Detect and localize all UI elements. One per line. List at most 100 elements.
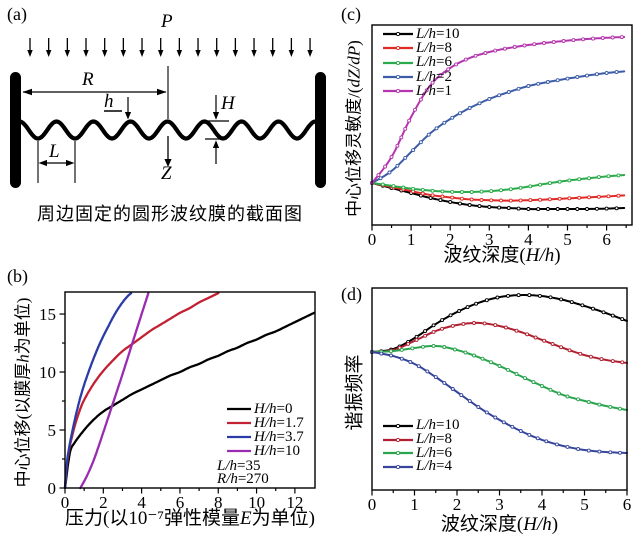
legend-line-sample — [227, 449, 251, 453]
marker-circle — [601, 310, 606, 315]
series-line — [63, 292, 133, 490]
series-L-h-8 — [370, 321, 628, 365]
x-tick-label: 6 — [176, 493, 185, 512]
panel-a-letter: (a) — [7, 4, 27, 24]
marker-circle — [577, 177, 582, 182]
marker-circle — [594, 72, 599, 77]
legend-line-sample — [383, 451, 413, 456]
marker-circle — [440, 194, 445, 199]
legend-entry: L/h=2 — [383, 69, 459, 85]
marker-circle — [431, 343, 436, 348]
marker-circle — [484, 298, 489, 303]
marker-circle — [442, 380, 447, 385]
marker-circle — [518, 185, 523, 190]
panel-d-letter: (d) — [341, 284, 362, 304]
marker-circle — [501, 420, 506, 425]
chart-c: 0 1 2 3 4 5 6 — [368, 24, 633, 249]
legend-label: L/h=8 — [416, 39, 452, 56]
marker-circle — [569, 300, 574, 305]
x-tick-label: 0 — [368, 495, 377, 514]
panel-a-caption: 周边固定的圆形波纹膜的截面图 — [37, 204, 303, 224]
x-tick-label: 12 — [286, 493, 303, 512]
marker-circle — [535, 436, 540, 441]
series-markers — [370, 181, 619, 212]
marker-circle — [376, 173, 381, 178]
marker-circle — [544, 439, 549, 444]
marker-circle — [391, 184, 396, 189]
marker-circle — [580, 303, 585, 308]
marker-circle — [416, 364, 421, 369]
marker-circle — [506, 90, 511, 94]
marker-circle — [518, 198, 523, 203]
marker-circle — [450, 115, 455, 120]
marker-circle — [450, 387, 455, 391]
series-L-h-8 — [370, 181, 626, 203]
marker-circle — [431, 323, 436, 328]
marker-circle — [489, 360, 493, 365]
marker-circle — [508, 187, 513, 192]
series-line — [63, 311, 316, 490]
marker-circle — [499, 188, 503, 193]
marker-circle — [399, 356, 404, 361]
marker-circle — [577, 195, 582, 200]
tick-labels: 0 1 2 3 4 5 6 — [368, 230, 611, 249]
marker-circle — [516, 293, 521, 298]
marker-circle — [482, 321, 487, 326]
chart-d-legend: L/h=10 L/h=8 L/h=6 L/h=4 — [383, 417, 459, 474]
marker-circle — [618, 450, 622, 455]
marker-circle — [401, 185, 406, 190]
x-tick-label: 5 — [563, 230, 572, 249]
marker-circle — [545, 80, 550, 84]
x-tick-label: 1 — [410, 495, 419, 514]
arrowhead-down — [124, 112, 132, 120]
marker-circle — [571, 38, 576, 43]
marker-circle — [458, 201, 462, 206]
x-tick-label: 0 — [368, 230, 377, 249]
x-tick-label: 3 — [485, 230, 494, 249]
legend-label: H/h=10 — [254, 442, 300, 459]
marker-circle — [467, 203, 472, 207]
marker-circle — [446, 67, 451, 72]
marker-circle — [454, 62, 459, 67]
left-clamp-bar — [10, 72, 21, 188]
marker-circle — [425, 369, 430, 374]
marker-circle — [616, 173, 621, 178]
marker-circle — [493, 415, 498, 420]
marker-circle — [606, 174, 611, 179]
marker-circle — [430, 188, 435, 193]
marker-circle — [448, 313, 453, 318]
marker-circle — [542, 338, 547, 343]
arrowhead-right — [157, 88, 167, 96]
arrowhead-down — [164, 159, 172, 167]
marker-circle — [528, 198, 533, 203]
marker-circle — [620, 317, 625, 322]
marker-circle — [420, 191, 425, 196]
marker-circle — [426, 132, 431, 137]
marker-circle — [547, 181, 552, 186]
marker-circle — [616, 193, 621, 198]
marker-circle — [469, 197, 474, 202]
marker-circle — [472, 321, 476, 325]
series-line — [63, 292, 220, 490]
marker-circle — [557, 179, 562, 184]
marker-circle — [596, 194, 601, 199]
marker-circle — [399, 347, 404, 352]
marker-circle — [408, 360, 413, 364]
marker-circle — [467, 399, 472, 404]
chart-d: 0 1 2 3 4 5 6 — [368, 287, 631, 514]
x-tick-label: 0 — [61, 493, 70, 512]
marker-circle — [523, 376, 527, 381]
marker-circle — [459, 393, 464, 398]
marker-circle — [474, 301, 479, 306]
y-tick-label: 0 — [48, 479, 57, 498]
marker-circle — [389, 155, 394, 159]
wavelength-label: L — [49, 141, 60, 162]
legend-label: L/h=10 — [416, 25, 460, 42]
marker-circle — [459, 190, 464, 194]
marker-circle — [587, 195, 591, 200]
marker-circle — [526, 84, 531, 88]
legend-line-sample — [383, 437, 413, 442]
marker-circle — [450, 189, 455, 194]
series-line — [371, 294, 628, 353]
series-markers — [370, 343, 622, 411]
